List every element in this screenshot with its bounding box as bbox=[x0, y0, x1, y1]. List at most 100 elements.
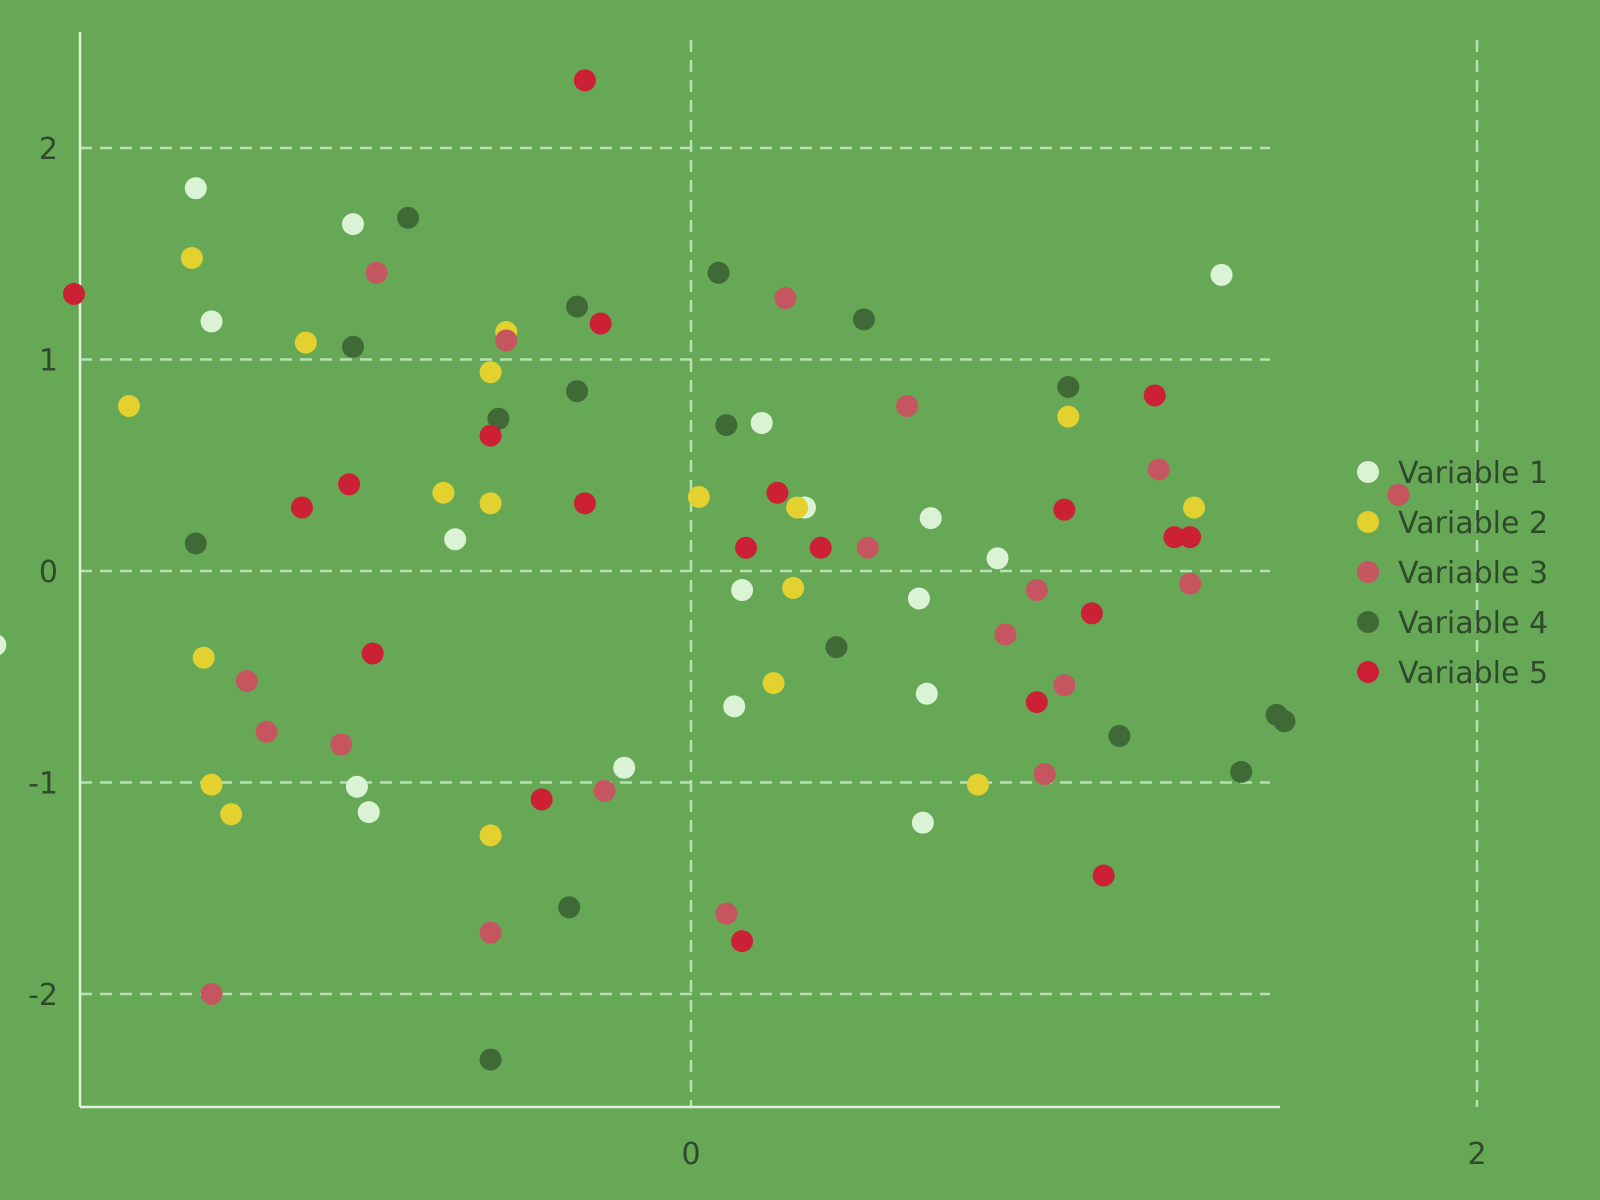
data-point bbox=[573, 492, 596, 515]
legend-item: Variable 3 bbox=[1357, 556, 1548, 591]
data-point bbox=[1179, 526, 1202, 549]
legend-marker-icon bbox=[1357, 561, 1379, 583]
data-point bbox=[479, 361, 502, 384]
data-point bbox=[1057, 375, 1080, 398]
data-point bbox=[1080, 602, 1103, 625]
data-point bbox=[365, 261, 388, 284]
data-point bbox=[184, 532, 207, 555]
series-4 bbox=[184, 206, 1296, 1071]
data-point bbox=[397, 206, 420, 229]
legend-marker-icon bbox=[1357, 661, 1379, 683]
legend: Variable 1 Variable 2 Variable 3 Variable 4… bbox=[1357, 456, 1548, 691]
data-point bbox=[0, 635, 7, 656]
data-point bbox=[62, 282, 85, 305]
legend-item: Variable 1 bbox=[1357, 456, 1548, 491]
data-point bbox=[750, 411, 773, 434]
data-point bbox=[1108, 724, 1131, 747]
data-point bbox=[479, 424, 502, 447]
data-point bbox=[200, 310, 223, 333]
data-point bbox=[589, 312, 612, 335]
data-point bbox=[1273, 710, 1296, 733]
legend-item: Variable 2 bbox=[1357, 506, 1548, 541]
data-point bbox=[118, 395, 141, 418]
data-point bbox=[1053, 498, 1076, 521]
legend-label: Variable 3 bbox=[1398, 556, 1548, 591]
data-point bbox=[342, 335, 365, 358]
data-point bbox=[290, 496, 313, 519]
data-point bbox=[1033, 763, 1056, 786]
y-tick-label: -2 bbox=[28, 978, 58, 1013]
data-point bbox=[825, 636, 848, 659]
data-point bbox=[731, 579, 754, 602]
data-point bbox=[707, 261, 730, 284]
legend-label: Variable 4 bbox=[1398, 606, 1548, 641]
data-point bbox=[766, 481, 789, 504]
data-point bbox=[479, 921, 502, 944]
data-point bbox=[342, 213, 365, 236]
data-point bbox=[487, 407, 510, 430]
legend-item: Variable 5 bbox=[1357, 656, 1548, 691]
data-point bbox=[809, 536, 832, 559]
data-point bbox=[911, 811, 934, 834]
data-point bbox=[180, 246, 203, 269]
data-point bbox=[479, 824, 502, 847]
legend-marker-icon bbox=[1357, 461, 1379, 483]
data-point bbox=[479, 492, 502, 515]
series-2 bbox=[118, 246, 1206, 847]
data-point bbox=[330, 733, 353, 756]
data-point bbox=[774, 287, 797, 310]
x-tick-label: 0 bbox=[681, 1137, 700, 1172]
axes bbox=[78, 32, 1280, 1109]
legend-marker-icon bbox=[1357, 511, 1379, 533]
legend-item: Variable 4 bbox=[1357, 606, 1548, 641]
x-tick-label: 2 bbox=[1467, 1137, 1486, 1172]
series-5 bbox=[62, 69, 1202, 953]
data-point bbox=[345, 775, 368, 798]
data-point bbox=[573, 69, 596, 92]
data-point bbox=[200, 983, 223, 1005]
data-point bbox=[200, 773, 223, 796]
legend-label: Variable 5 bbox=[1398, 656, 1548, 691]
data-point bbox=[1143, 384, 1166, 407]
series-3 bbox=[200, 261, 1410, 1005]
data-point bbox=[566, 380, 589, 403]
data-point bbox=[220, 803, 243, 826]
data-point bbox=[1057, 405, 1080, 428]
data-point bbox=[361, 642, 384, 665]
data-point bbox=[986, 547, 1009, 570]
data-point bbox=[530, 788, 553, 811]
data-point bbox=[915, 682, 938, 705]
legend-label: Variable 1 bbox=[1398, 456, 1548, 491]
data-point bbox=[762, 672, 785, 695]
data-point bbox=[919, 507, 942, 530]
data-point bbox=[432, 481, 455, 504]
data-point bbox=[994, 623, 1017, 646]
data-point bbox=[1387, 483, 1410, 506]
data-point bbox=[715, 414, 738, 437]
data-point bbox=[782, 576, 805, 599]
data-point bbox=[294, 331, 317, 354]
data-point bbox=[735, 536, 758, 559]
data-point bbox=[715, 902, 738, 925]
data-point bbox=[192, 646, 215, 669]
data-point bbox=[731, 930, 754, 953]
data-point bbox=[495, 329, 518, 352]
y-tick-label: 0 bbox=[39, 555, 58, 590]
data-point bbox=[338, 473, 361, 496]
data-point bbox=[856, 536, 879, 559]
data-point bbox=[687, 485, 710, 508]
data-point bbox=[1092, 864, 1115, 887]
data-point bbox=[613, 756, 636, 779]
data-point bbox=[235, 669, 258, 692]
data-point bbox=[479, 1048, 502, 1071]
data-point bbox=[1163, 526, 1186, 549]
data-point bbox=[1147, 458, 1170, 481]
data-point bbox=[1230, 760, 1253, 783]
data-point bbox=[966, 773, 989, 796]
legend-marker-icon bbox=[1357, 611, 1379, 633]
data-point bbox=[1025, 691, 1048, 714]
y-tick-label: 1 bbox=[39, 344, 58, 379]
data-point bbox=[896, 395, 919, 418]
